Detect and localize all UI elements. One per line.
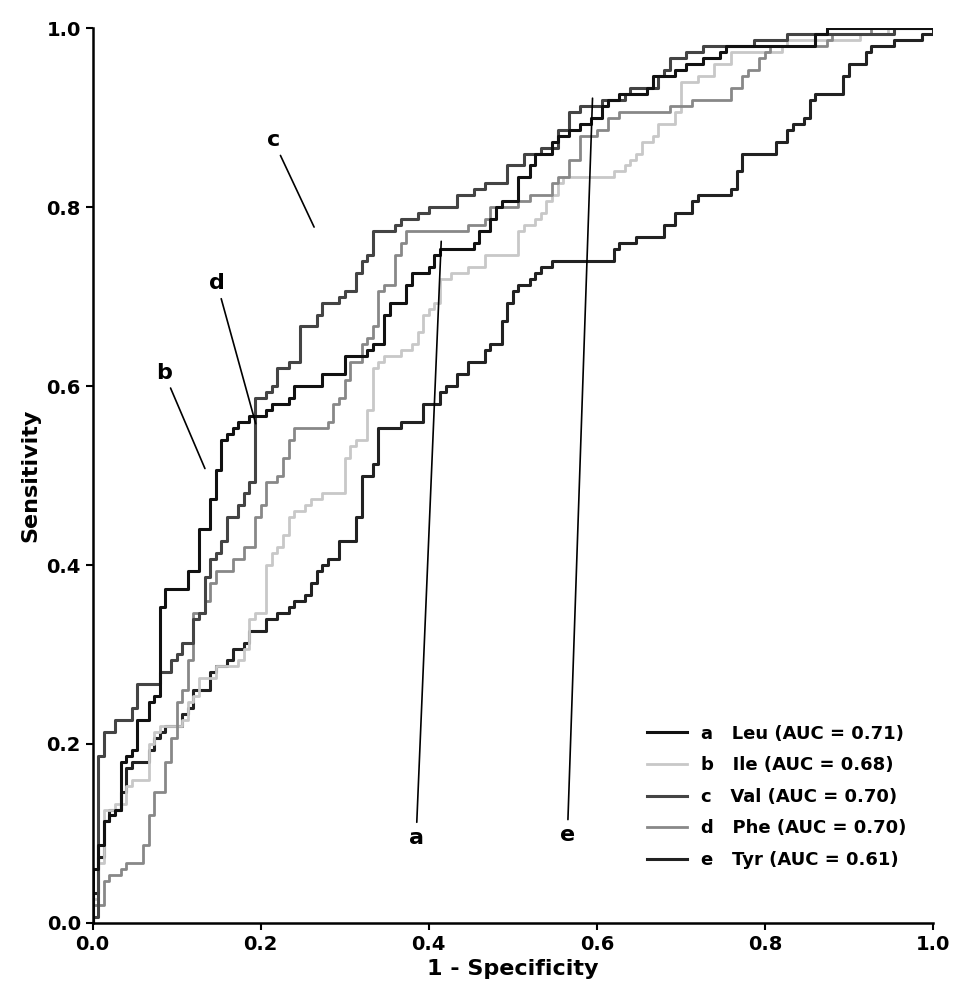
Y-axis label: Sensitivity: Sensitivity	[20, 409, 41, 542]
X-axis label: 1 - Specificity: 1 - Specificity	[427, 959, 598, 979]
Text: e: e	[560, 98, 592, 845]
Text: d: d	[209, 273, 255, 424]
Text: b: b	[156, 363, 205, 469]
Text: a: a	[409, 241, 441, 848]
Text: c: c	[267, 130, 314, 227]
Legend: a   Leu (AUC = 0.71), b   Ile (AUC = 0.68), c   Val (AUC = 0.70), d   Phe (AUC =: a Leu (AUC = 0.71), b Ile (AUC = 0.68), …	[638, 716, 916, 878]
